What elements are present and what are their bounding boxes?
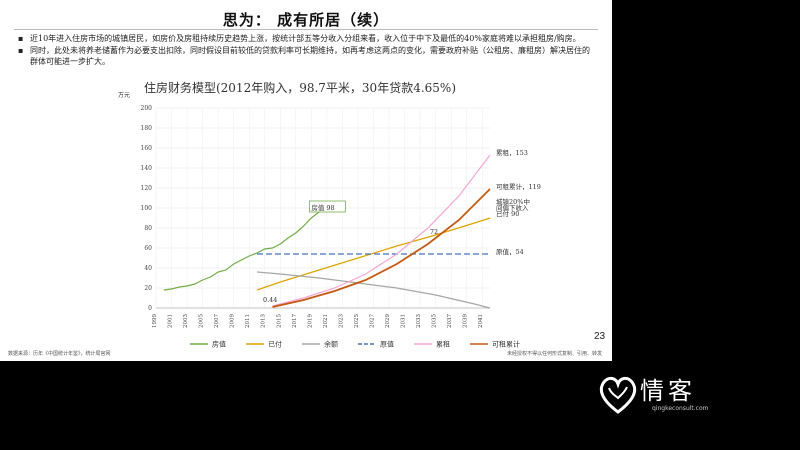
slide-title: 思为： 成有所居（续） <box>0 9 612 30</box>
legend-label: 余额 <box>324 340 338 349</box>
y-tick-label: 120 <box>141 185 153 192</box>
x-tick-label: 2021 <box>323 314 329 328</box>
annotation-label: 可租累计，119 <box>496 182 541 191</box>
y-tick-label: 60 <box>144 245 152 252</box>
x-tick-label: 1999 <box>152 314 158 328</box>
bullet-item: 近10年进入住房市场的城镇居民，如房价及房租持续历史趋势上涨，按统计部五等分收入… <box>18 33 590 44</box>
x-tick-label: 2031 <box>401 314 407 328</box>
x-tick-label: 2013 <box>261 314 267 328</box>
y-axis-unit: 万元 <box>118 92 130 99</box>
x-tick-label: 2037 <box>447 314 453 328</box>
bullet-item: 同时，此处未将养老储蓄作为必要支出扣除，同时假设目前较低的贷款利率可长期维持，如… <box>18 45 590 67</box>
x-tick-label: 2039 <box>463 314 469 328</box>
legend-label: 可租累计 <box>492 340 520 349</box>
y-tick-label: 100 <box>141 205 153 212</box>
x-tick-label: 2007 <box>214 314 220 328</box>
logo-subtext: qingkeconsult.com <box>652 405 708 412</box>
series-line-0 <box>164 208 327 290</box>
x-tick-label: 2035 <box>432 314 438 328</box>
footer-source: 数据来源：历年《中国统计年鉴》，统计局官网 <box>8 350 111 357</box>
logo-text: 情客 <box>640 371 696 406</box>
housing-finance-chart: 住房财务模型(2012年购入，98.7平米，30年贷款4.65%) 万元 0 20… <box>0 80 612 355</box>
y-tick-label: 80 <box>144 225 152 232</box>
bullet-list: 近10年进入住房市场的城镇居民，如房价及房租持续历史趋势上涨，按统计部五等分收入… <box>18 33 590 68</box>
footer-copyright: 未经授权不得以任何形式复制、引用、转发 <box>507 350 602 357</box>
annotation-label: 72 <box>430 228 438 236</box>
annotation-label: 累租，153 <box>496 149 528 157</box>
annotation-label: 房值 98 <box>311 203 334 212</box>
x-tick-label: 2029 <box>385 314 391 328</box>
x-tick-label: 2025 <box>354 314 360 328</box>
x-tick-label: 2019 <box>307 314 313 328</box>
series-line-4 <box>273 155 491 306</box>
annotation-label: 已付 90 <box>496 209 519 218</box>
x-tick-label: 2005 <box>199 314 205 328</box>
legend: 房值 已付 余额 原值 累租 可租累计 <box>190 340 520 349</box>
legend-label: 房值 <box>212 340 226 349</box>
chart-title: 住房财务模型(2012年购入，98.7平米，30年贷款4.65%) <box>144 80 456 95</box>
y-tick-label: 200 <box>141 105 153 112</box>
slide: 思为： 成有所居（续） 近10年进入住房市场的城镇居民，如房价及房租持续历史趋势… <box>0 0 612 361</box>
x-tick-label: 2017 <box>292 314 298 328</box>
page-number: 23 <box>594 331 605 342</box>
x-ticks: 1999 2001 2003 2005 2007 2009 2011 2013 2015 2017… <box>152 314 484 328</box>
y-tick-label: 20 <box>144 285 152 292</box>
y-tick-label: 180 <box>141 125 153 132</box>
x-tick-label: 2001 <box>168 314 174 328</box>
x-tick-label: 2011 <box>245 314 251 328</box>
y-tick-label: 0 <box>148 305 152 312</box>
x-tick-label: 2023 <box>338 314 344 328</box>
x-tick-label: 2033 <box>416 314 422 328</box>
x-tick-label: 2009 <box>230 314 236 328</box>
legend-label: 累租 <box>436 341 450 349</box>
x-tick-label: 2003 <box>183 314 189 328</box>
legend-label: 原值 <box>380 340 394 349</box>
title-divider <box>14 29 598 30</box>
x-tick-label: 2027 <box>369 314 375 328</box>
y-ticks: 0 20 40 60 80 100 120 140 160 180 200 <box>141 105 153 312</box>
legend-label: 已付 <box>268 340 282 349</box>
x-tick-label: 2015 <box>276 314 282 328</box>
y-tick-label: 40 <box>144 265 152 272</box>
annotation-label: 0.44 <box>263 296 277 304</box>
x-tick-label: 2041 <box>478 314 484 328</box>
y-tick-label: 160 <box>141 145 153 152</box>
annotation-label: 原值，54 <box>496 247 524 256</box>
y-tick-label: 140 <box>141 165 153 172</box>
